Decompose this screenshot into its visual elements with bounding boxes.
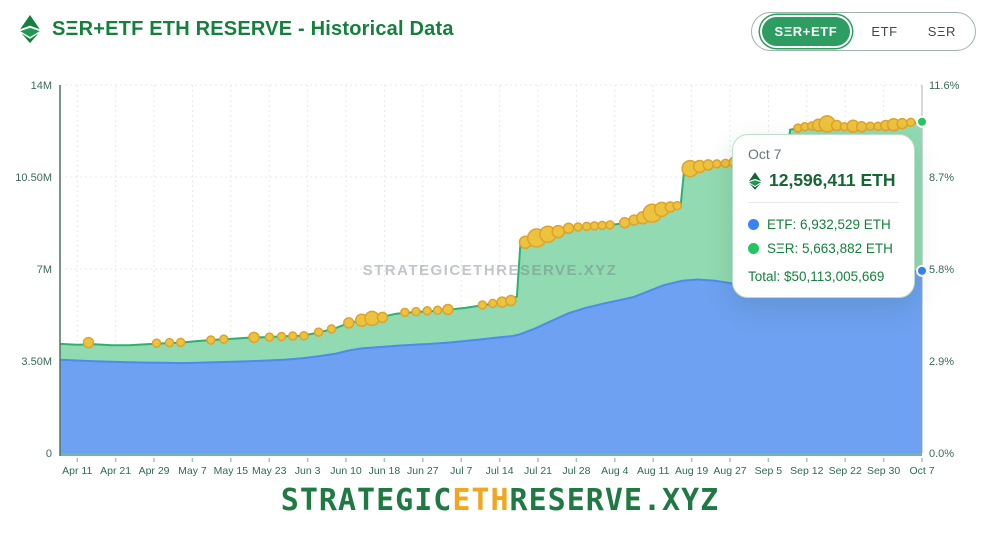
svg-text:0: 0 xyxy=(46,448,52,460)
last-etf-point xyxy=(916,264,928,277)
tooltip-divider xyxy=(748,202,899,203)
tooltip-etf-value: ETF: 6,932,529 ETH xyxy=(767,217,891,232)
area-series xyxy=(59,120,923,454)
svg-text:Jul 7: Jul 7 xyxy=(450,465,472,477)
svg-text:Aug 19: Aug 19 xyxy=(675,465,708,477)
purchase-markers xyxy=(82,115,916,349)
svg-text:Aug 27: Aug 27 xyxy=(713,465,746,477)
footer-eth: ETH xyxy=(452,483,510,518)
svg-text:14M: 14M xyxy=(31,80,52,92)
tooltip-date: Oct 7 xyxy=(748,146,782,162)
tooltip-total-eth: 12,596,411 ETH xyxy=(769,170,896,190)
toggle-ser-button[interactable]: SΞR xyxy=(915,17,969,46)
eth-diamond-icon xyxy=(20,14,40,44)
svg-text:Sep 22: Sep 22 xyxy=(829,465,862,477)
svg-text:Jul 28: Jul 28 xyxy=(562,465,590,477)
axis-labels: 0 3.50M 7M 10.50M 14M 0.0% 2.9% 5.8% 8.7% 11.6% Ap… xyxy=(15,80,959,477)
svg-text:2.9%: 2.9% xyxy=(929,356,954,368)
svg-text:Apr 21: Apr 21 xyxy=(100,465,131,477)
svg-text:0.0%: 0.0% xyxy=(929,448,954,460)
footer-strategic: STRATEGIC xyxy=(280,483,453,518)
svg-text:Sep 12: Sep 12 xyxy=(790,465,823,477)
tooltip-total-eth-row: 12,596,411 ETH xyxy=(748,170,899,191)
etf-legend-dot-icon xyxy=(748,219,759,231)
svg-text:May 23: May 23 xyxy=(252,465,287,477)
svg-text:8.7%: 8.7% xyxy=(929,172,954,184)
tooltip-ser-row: SΞR: 5,663,882 ETH xyxy=(748,237,899,261)
tooltip-etf-row: ETF: 6,932,529 ETH xyxy=(748,213,899,237)
svg-text:7M: 7M xyxy=(37,264,52,276)
svg-text:May 7: May 7 xyxy=(178,465,207,477)
svg-text:May 15: May 15 xyxy=(214,465,249,477)
footer-reserve-xyz: RESERVE.XYZ xyxy=(509,483,720,518)
svg-text:Sep 5: Sep 5 xyxy=(755,465,783,477)
svg-text:Jun 18: Jun 18 xyxy=(369,465,401,477)
svg-text:Jun 3: Jun 3 xyxy=(295,465,321,477)
ser-legend-dot-icon xyxy=(748,242,759,254)
chart-tooltip: Oct 7 12,596,411 ETH ETF: 6,932,529 ETH … xyxy=(732,134,915,299)
svg-text:11.6%: 11.6% xyxy=(929,80,960,92)
svg-text:Oct 7: Oct 7 xyxy=(909,465,934,477)
svg-text:Jul 21: Jul 21 xyxy=(524,465,552,477)
svg-text:Aug 11: Aug 11 xyxy=(637,465,670,477)
svg-text:Aug 4: Aug 4 xyxy=(601,465,629,477)
site-brand-footer: STRATEGICETHRESERVE.XYZ xyxy=(0,483,1000,518)
etf-area xyxy=(60,270,922,453)
tooltip-ser-value: SΞR: 5,663,882 ETH xyxy=(767,240,893,256)
toggle-etf-button[interactable]: ETF xyxy=(858,17,910,46)
svg-text:3.50M: 3.50M xyxy=(21,356,52,368)
reserve-history-area-chart[interactable]: 0 3.50M 7M 10.50M 14M 0.0% 2.9% 5.8% 8.7% 11.6% Ap… xyxy=(0,0,1000,480)
svg-text:Sep 30: Sep 30 xyxy=(867,465,900,477)
svg-text:10.50M: 10.50M xyxy=(15,172,52,184)
view-toggle-group: SΞR+ETF ETF SΞR xyxy=(750,12,976,51)
svg-text:5.8%: 5.8% xyxy=(929,264,954,276)
brand: SΞR+ETF ETH RESERVE - Historical Data xyxy=(18,14,454,44)
svg-text:Jul 14: Jul 14 xyxy=(486,465,514,477)
svg-text:Apr 11: Apr 11 xyxy=(62,465,92,477)
svg-text:Jun 10: Jun 10 xyxy=(330,465,362,477)
page-title: SΞR+ETF ETH RESERVE - Historical Data xyxy=(52,17,454,40)
svg-text:Jun 27: Jun 27 xyxy=(407,465,439,477)
svg-text:Apr 29: Apr 29 xyxy=(139,465,170,477)
last-total-point xyxy=(916,115,928,128)
toggle-ser-etf-button[interactable]: SΞR+ETF xyxy=(761,17,851,46)
eth-diamond-icon xyxy=(748,171,762,190)
tooltip-total-usd: Total: $50,113,005,669 xyxy=(748,269,885,285)
header: SΞR+ETF ETH RESERVE - Historical Data SΞ… xyxy=(0,0,1000,64)
